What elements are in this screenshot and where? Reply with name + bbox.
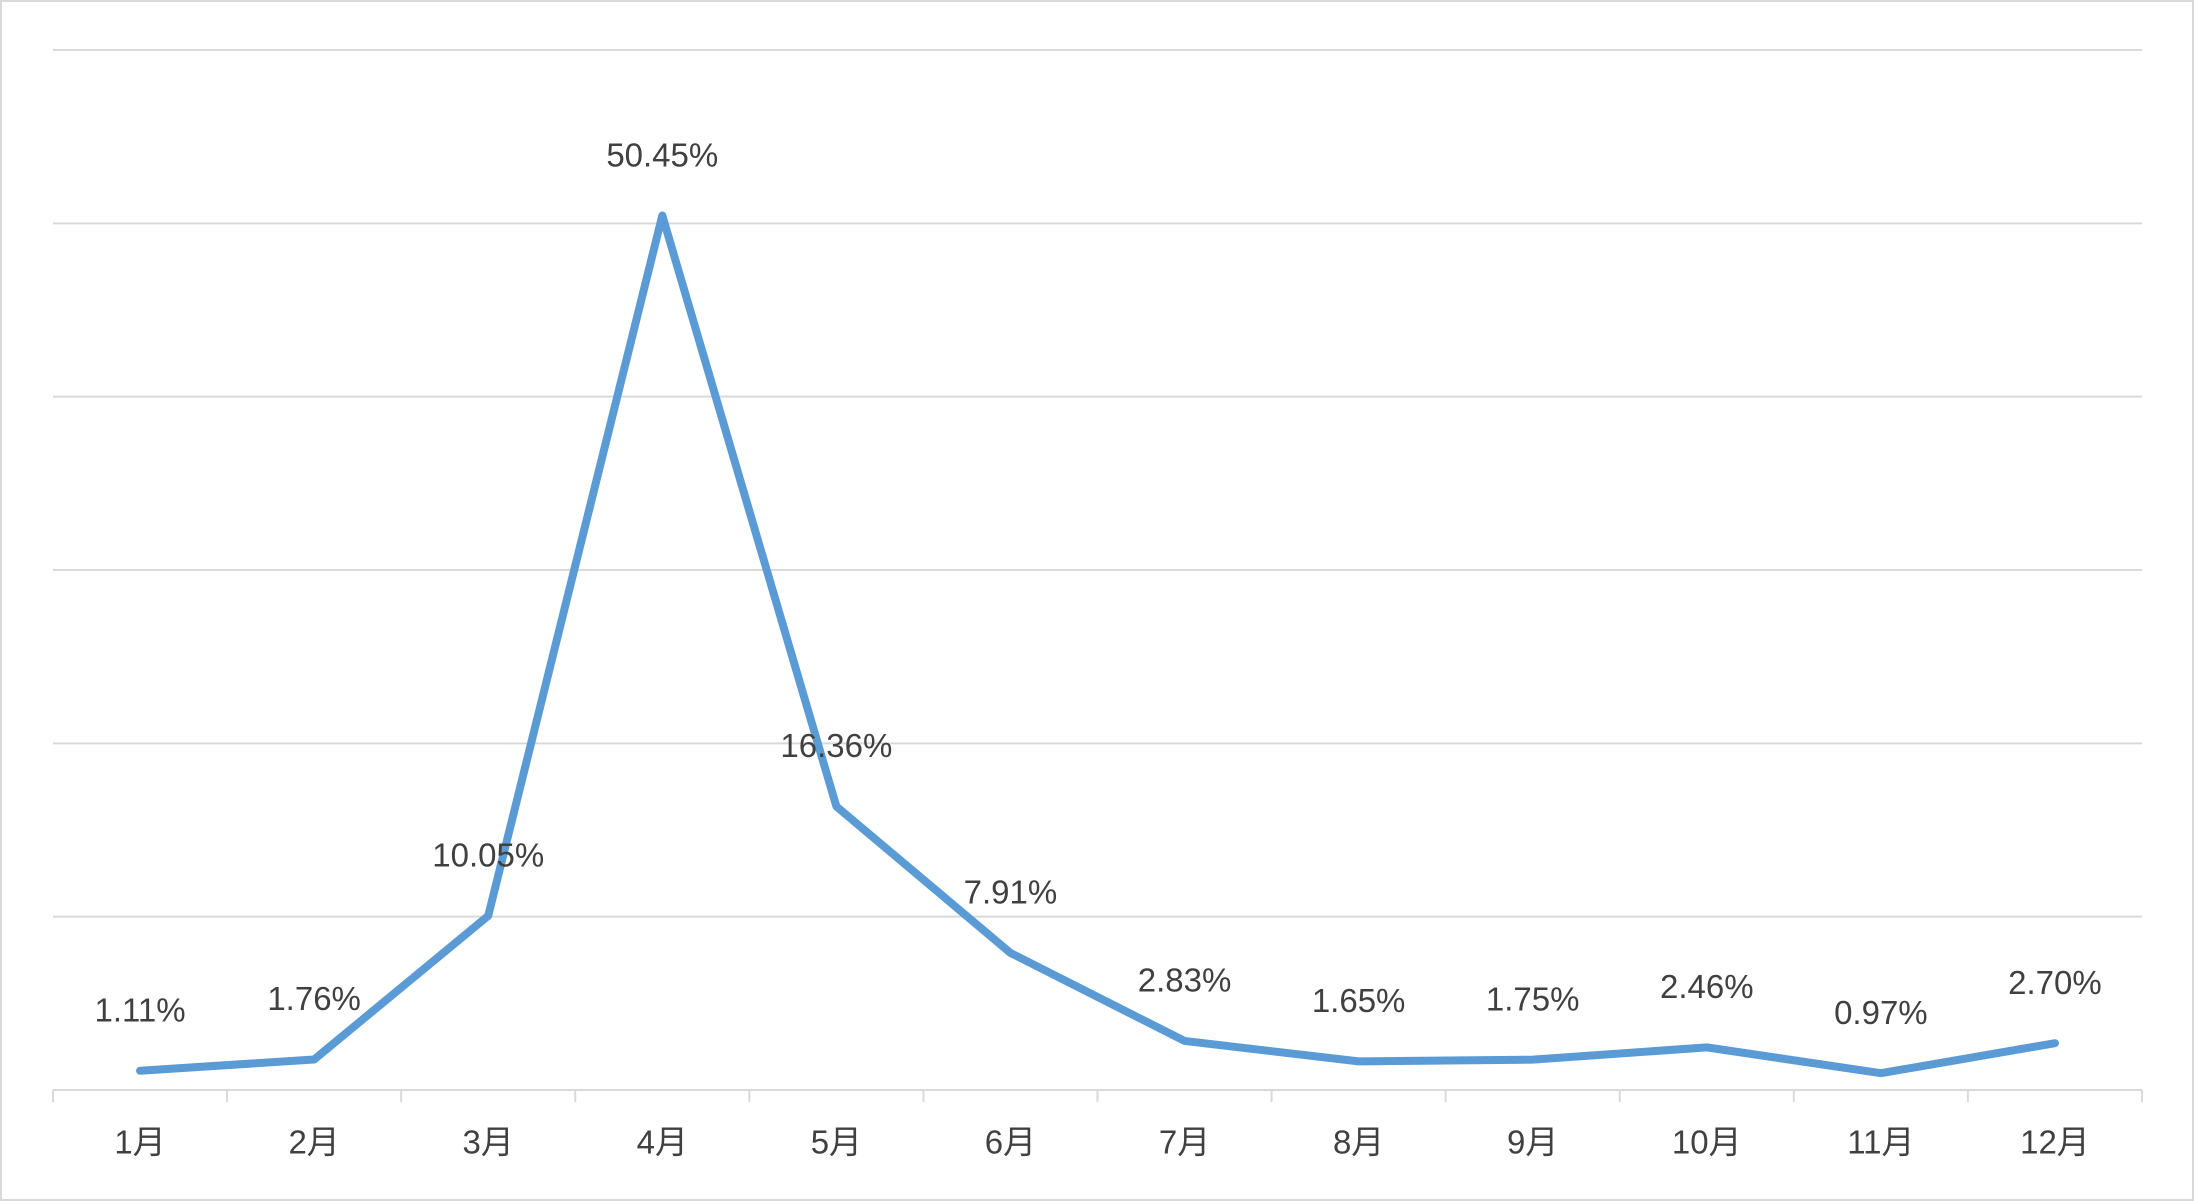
x-tick-label: 4月 — [637, 1124, 688, 1161]
x-tick-label: 5月 — [811, 1124, 862, 1161]
x-tick-label: 12月 — [2020, 1124, 2090, 1161]
data-label: 7.91% — [964, 874, 1058, 911]
data-label: 2.70% — [2008, 964, 2102, 1001]
data-label: 50.45% — [606, 136, 718, 173]
x-tick-label: 10月 — [1672, 1124, 1742, 1161]
line — [136, 211, 2059, 1078]
data-label: 2.46% — [1660, 968, 1754, 1005]
x-tick-label: 1月 — [114, 1124, 165, 1161]
data-label: 1.65% — [1312, 982, 1406, 1019]
data-label: 0.97% — [1834, 994, 1928, 1031]
x-tick-label: 7月 — [1159, 1124, 1210, 1161]
x-tick-label: 8月 — [1333, 1124, 1384, 1161]
x-tick-label: 3月 — [463, 1124, 514, 1161]
data-label: 1.76% — [267, 980, 361, 1017]
data-label: 1.11% — [94, 991, 185, 1028]
data-label: 1.75% — [1486, 980, 1580, 1017]
data-label: 2.83% — [1138, 962, 1232, 999]
x-tick-label: 2月 — [288, 1124, 339, 1161]
x-tick-label: 11月 — [1847, 1124, 1914, 1161]
x-tick-label: 6月 — [985, 1124, 1036, 1161]
data-label: 10.05% — [432, 837, 544, 874]
x-tick-label: 9月 — [1507, 1124, 1558, 1161]
data-label: 16.36% — [780, 727, 892, 764]
